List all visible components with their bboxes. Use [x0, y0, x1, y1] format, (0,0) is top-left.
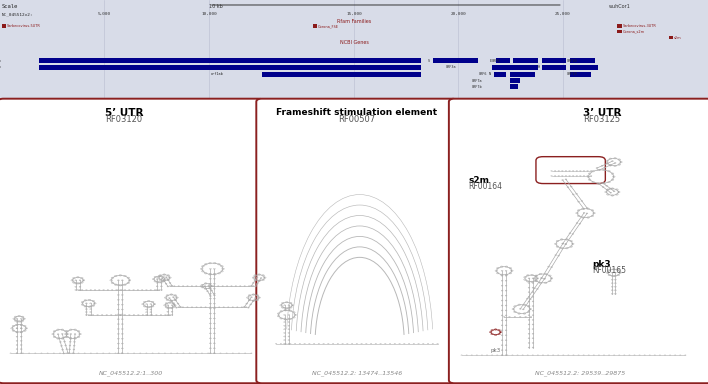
Text: H: H — [538, 65, 540, 70]
Text: Corona_FSE: Corona_FSE — [318, 24, 339, 28]
Text: RF00507: RF00507 — [338, 115, 375, 124]
Text: 15,000: 15,000 — [346, 12, 362, 16]
Text: Sarbecovirus-5UTR: Sarbecovirus-5UTR — [7, 24, 41, 28]
Text: ORF7a: ORF7a — [472, 79, 483, 83]
Text: wuhCor1: wuhCor1 — [609, 4, 631, 9]
Text: pk3: pk3 — [491, 348, 501, 353]
Text: E: E — [490, 59, 492, 63]
Text: Corona_s2m: Corona_s2m — [622, 30, 644, 34]
Bar — [39, 65, 421, 70]
Text: RF03120: RF03120 — [105, 115, 142, 124]
Text: orf1ab: orf1ab — [211, 72, 224, 76]
Bar — [570, 58, 595, 63]
Text: s2m: s2m — [674, 36, 682, 40]
Text: NC_045512.2:1..300: NC_045512.2:1..300 — [99, 370, 163, 376]
Text: Sarbecovirus-3UTR: Sarbecovirus-3UTR — [622, 24, 656, 28]
Bar — [510, 84, 518, 89]
Bar — [617, 30, 622, 33]
Text: ORF10: ORF10 — [566, 59, 577, 63]
Text: 5’ UTR: 5’ UTR — [105, 108, 143, 118]
Text: N: N — [489, 72, 491, 76]
Text: 20,000: 20,000 — [450, 12, 466, 16]
Bar — [496, 58, 510, 63]
Text: 10 kb: 10 kb — [209, 4, 222, 9]
Bar — [0, 0, 708, 102]
Bar — [617, 24, 622, 28]
Bar — [494, 72, 506, 77]
Text: Scale: Scale — [2, 4, 18, 9]
Bar — [542, 58, 566, 63]
Bar — [2, 24, 6, 28]
Text: 3’ UTR: 3’ UTR — [583, 108, 621, 118]
Bar — [542, 65, 566, 70]
Text: ORF6: ORF6 — [492, 59, 501, 63]
Bar — [510, 72, 535, 77]
FancyBboxPatch shape — [0, 99, 264, 383]
Bar — [669, 36, 673, 39]
Text: RF00165: RF00165 — [593, 266, 627, 275]
Text: Frameshift stimulation element: Frameshift stimulation element — [276, 108, 438, 117]
FancyBboxPatch shape — [256, 99, 457, 383]
Bar — [313, 24, 317, 28]
Text: RF00164: RF00164 — [469, 182, 503, 191]
Bar — [570, 65, 598, 70]
Text: S: S — [428, 59, 430, 63]
Text: s2m: s2m — [469, 176, 490, 185]
Text: Rfam Families: Rfam Families — [337, 19, 371, 24]
Bar — [433, 58, 478, 63]
Bar — [39, 58, 421, 63]
Bar — [570, 72, 591, 77]
Text: 10,000: 10,000 — [201, 12, 217, 16]
Text: ORF1ab: ORF1ab — [0, 59, 1, 63]
Bar — [510, 78, 520, 83]
Text: pk3: pk3 — [593, 260, 611, 270]
Bar — [262, 72, 421, 77]
Text: 5,000: 5,000 — [98, 12, 110, 16]
FancyBboxPatch shape — [449, 99, 708, 383]
Text: ORF19: ORF19 — [566, 72, 577, 76]
Text: 25,000: 25,000 — [555, 12, 571, 16]
Text: orf1ab: orf1ab — [0, 65, 1, 70]
Text: ORF6: ORF6 — [479, 72, 487, 76]
Text: NC_045512.2: 29539..29875: NC_045512.2: 29539..29875 — [535, 370, 626, 376]
Text: NCBI Genes: NCBI Genes — [340, 40, 368, 45]
Text: ORF3a: ORF3a — [446, 65, 457, 70]
Text: RF03125: RF03125 — [583, 115, 620, 124]
Bar — [492, 65, 538, 70]
Text: NC_045512.2: 13474..13546: NC_045512.2: 13474..13546 — [312, 370, 402, 376]
Text: NC_045512v2:: NC_045512v2: — [2, 12, 33, 16]
Bar — [513, 58, 538, 63]
Text: ORF7b: ORF7b — [472, 85, 483, 89]
